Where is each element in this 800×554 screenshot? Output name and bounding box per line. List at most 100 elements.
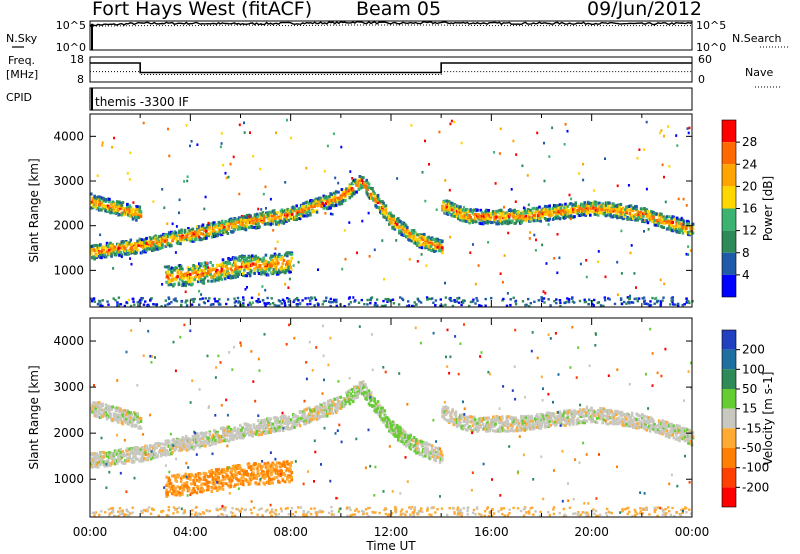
data-cell (102, 460, 105, 464)
data-cell (238, 270, 242, 274)
data-cell (330, 409, 333, 413)
data-cell (307, 406, 311, 410)
data-cell (232, 229, 235, 233)
data-cell (259, 167, 262, 171)
data-cell (258, 257, 262, 261)
data-cell (116, 301, 119, 304)
data-cell (94, 465, 98, 469)
data-cell (556, 208, 559, 212)
data-cell (335, 300, 338, 304)
data-cell (327, 402, 330, 406)
data-cell (393, 223, 397, 227)
data-cell (290, 256, 294, 260)
data-cell (305, 200, 309, 204)
data-cell (179, 242, 182, 246)
data-cell (299, 419, 303, 422)
data-cell (444, 209, 448, 213)
data-cell (241, 426, 244, 430)
data-cell (119, 201, 122, 205)
data-cell (249, 269, 253, 273)
data-cell (267, 423, 270, 427)
data-cell (447, 211, 451, 215)
data-cell (653, 218, 656, 222)
data-cell (106, 300, 109, 303)
data-cell (674, 226, 678, 229)
data-cell (143, 457, 146, 461)
data-cell (219, 303, 222, 306)
data-cell (375, 205, 379, 209)
data-cell (685, 226, 688, 230)
freq-label: Freq. (8, 54, 35, 67)
data-cell (392, 218, 396, 222)
data-cell (290, 421, 294, 425)
data-cell (154, 452, 157, 456)
data-cell (175, 300, 179, 303)
data-cell (284, 421, 287, 425)
data-cell (290, 268, 293, 272)
data-cell (248, 301, 252, 304)
data-cell (144, 250, 147, 254)
data-cell (235, 218, 239, 222)
data-cell (247, 303, 250, 307)
data-cell (145, 236, 148, 240)
data-cell (632, 301, 635, 304)
data-cell (665, 215, 669, 219)
data-cell (99, 452, 102, 456)
data-cell (209, 273, 212, 277)
data-cell (406, 226, 409, 229)
data-cell (313, 416, 317, 420)
data-cell (205, 236, 208, 240)
data-cell (132, 208, 136, 212)
data-cell (240, 256, 244, 260)
data-cell (199, 268, 202, 272)
data-cell (247, 255, 251, 259)
data-cell (339, 395, 343, 399)
data-cell (161, 244, 164, 248)
data-cell (357, 301, 361, 304)
data-cell (203, 301, 207, 305)
data-cell (227, 227, 231, 231)
data-cell (485, 209, 488, 213)
data-cell (490, 221, 494, 225)
data-cell (123, 249, 127, 253)
data-cell (224, 219, 227, 223)
data-cell (144, 245, 147, 248)
data-cell (411, 231, 415, 235)
data-cell (263, 222, 267, 226)
data-cell (538, 205, 541, 209)
data-cell (502, 216, 505, 220)
data-cell (493, 220, 496, 224)
data-cell (189, 144, 191, 148)
data-cell (262, 427, 266, 431)
data-cell (239, 436, 242, 440)
data-cell (135, 250, 138, 254)
data-cell (286, 254, 289, 258)
data-cell (543, 217, 547, 220)
data-cell (182, 281, 185, 285)
data-cell (523, 211, 527, 215)
data-cell (128, 452, 131, 456)
data-cell (475, 220, 478, 224)
data-cell (216, 300, 219, 303)
data-cell (548, 210, 551, 214)
data-cell (286, 213, 289, 217)
data-cell (195, 264, 199, 268)
data-cell (374, 195, 377, 199)
data-cell (680, 223, 684, 227)
data-cell (246, 423, 250, 427)
data-cell (130, 242, 134, 246)
data-cell (174, 251, 177, 254)
data-cell (642, 296, 646, 299)
data-cell (232, 222, 235, 225)
data-cell (313, 296, 316, 299)
data-cell (328, 300, 331, 303)
data-cell (532, 219, 536, 223)
data-cell (306, 418, 310, 422)
data-cell (164, 453, 168, 457)
data-cell (239, 259, 243, 263)
data-cell (544, 291, 547, 295)
data-cell (393, 227, 397, 231)
data-cell (661, 299, 664, 302)
data-cell (459, 213, 462, 217)
data-cell (111, 205, 114, 209)
